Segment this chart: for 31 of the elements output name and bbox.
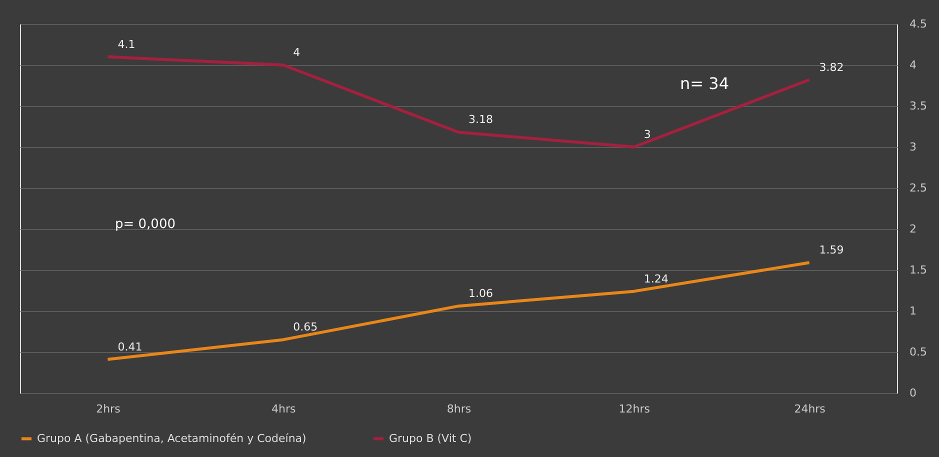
- x-tick-label: 4hrs: [271, 402, 296, 416]
- annotation: p= 0,000: [115, 217, 176, 232]
- y-tick-label: 3.5: [910, 100, 927, 112]
- data-label: 3.18: [468, 113, 493, 126]
- data-label: 0.41: [118, 340, 142, 354]
- data-label: 1.59: [819, 244, 844, 257]
- line-series: [106, 261, 811, 361]
- legend-label: Grupo B (Vit C): [389, 432, 472, 445]
- y-tick-label: 1.5: [910, 264, 927, 276]
- y-tick-label: 4: [910, 58, 916, 72]
- legend-label: Grupo A (Gabapentina, Acetaminofén y Codeína): [37, 432, 306, 445]
- y-tick-label: 3: [910, 140, 916, 154]
- y-tick-label: 0: [910, 386, 916, 400]
- y-tick-label: 0.5: [910, 346, 927, 358]
- x-tick-label: 2hrs: [96, 402, 121, 416]
- data-label: 0.65: [293, 320, 318, 334]
- y-tick-label: 1: [910, 304, 916, 318]
- x-tick-label: 12hrs: [618, 402, 650, 416]
- data-label: 4: [293, 46, 300, 59]
- y-tick-label: 2: [910, 222, 916, 236]
- data-label: 4.1: [118, 38, 136, 51]
- x-tick-label: 8hrs: [446, 402, 472, 416]
- annotation: n= 34: [680, 74, 729, 93]
- data-label: 3.82: [819, 60, 844, 74]
- x-tick-label: 24hrs: [794, 402, 826, 416]
- y-tick-label: 2.5: [910, 182, 927, 194]
- data-label: 1.06: [468, 287, 493, 300]
- y-tick-label: 4.5: [910, 18, 927, 30]
- data-label: 3: [644, 128, 651, 141]
- line-series: [106, 55, 811, 148]
- data-label: 1.24: [644, 272, 668, 286]
